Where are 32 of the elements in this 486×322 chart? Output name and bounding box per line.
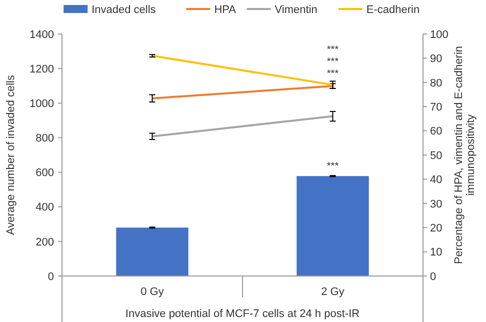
annotation: *** <box>326 68 339 80</box>
y-tick-label: 1000 <box>30 98 54 110</box>
y2-tick-label: 70 <box>430 101 442 114</box>
y-tick-label: 1200 <box>30 63 54 76</box>
y2-tick-label: 40 <box>430 174 442 186</box>
legend-label: Vimentin <box>274 4 318 16</box>
y2-tick-label: 0 <box>430 270 436 283</box>
y-tick-label: 800 <box>36 132 54 145</box>
annotation: *** <box>326 56 339 68</box>
y-tick-label: 1400 <box>30 28 54 41</box>
y2-tick-label: 90 <box>430 53 442 66</box>
y2-tick-label: 20 <box>430 222 442 234</box>
y2-tick-label: 10 <box>430 246 442 259</box>
legend-label: E-cadherin <box>366 4 420 16</box>
x-axis-title: Invasive potential of MCF-7 cells at 24 h post-IR <box>125 308 360 320</box>
legend-label: Invaded cells <box>92 4 156 16</box>
annotation: *** <box>326 44 339 56</box>
y2-tick-label: 80 <box>430 77 442 90</box>
y2-tick-label: 30 <box>430 198 442 210</box>
x-tick-label: 0 Gy <box>140 286 164 298</box>
y-tick-label: 600 <box>36 167 54 180</box>
y-tick-label: 0 <box>48 270 54 283</box>
y2-axis-title: Percentage of HPA, vimentin and E-cadherin immunopositivity <box>452 46 477 264</box>
x-tick-label: 2 Gy <box>321 286 345 298</box>
y-tick-label: 200 <box>36 236 54 248</box>
y-tick-label: 400 <box>36 202 54 214</box>
legend-label: HPA <box>214 4 237 16</box>
annotation: *** <box>326 161 339 172</box>
y-axis-title: Average number of invaded cells <box>4 74 17 236</box>
y2-tick-label: 100 <box>430 28 448 41</box>
y2-tick-label: 60 <box>430 126 442 138</box>
y2-tick-label: 50 <box>430 150 442 162</box>
